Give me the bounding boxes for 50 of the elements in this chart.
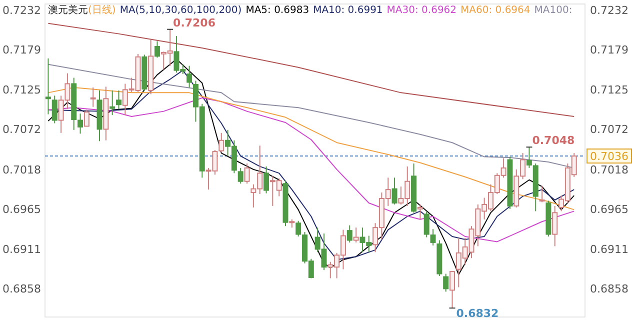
y-tick-label: 0.6965 — [2, 202, 41, 216]
text: MA5: 0.6983 — [246, 5, 310, 16]
y-tick-label: 0.6858 — [2, 282, 41, 296]
candlestick — [90, 86, 96, 108]
annotation: 0.6832 — [456, 307, 499, 320]
y2-tick-label: 0.6911 — [590, 243, 628, 256]
candlestick — [116, 90, 122, 110]
candlestick — [186, 65, 192, 88]
candlestick — [154, 40, 160, 58]
y-tick-label: 0.6911 — [2, 243, 41, 256]
candlestick — [392, 177, 398, 205]
candlestick — [346, 224, 352, 243]
candlestick — [417, 204, 423, 220]
y-tick-label: 0.7018 — [2, 163, 41, 176]
y2-tick-label: 0.7018 — [590, 163, 628, 176]
y-tick-label: 0.7072 — [2, 123, 41, 136]
legend-title: MA(5,10,30,60,100,200) — [120, 5, 242, 16]
candlestick — [238, 167, 244, 184]
line-series — [48, 86, 575, 210]
y2-tick-label: 0.7125 — [590, 84, 628, 97]
candlestick — [552, 205, 558, 247]
text: MA10: 0.6991 — [313, 5, 383, 16]
candlestick — [450, 271, 455, 309]
chart-subtitle: (日线) — [88, 4, 116, 16]
y-tick-label: 0.7179 — [2, 43, 41, 56]
y2-tick-label: 0.7232 — [590, 4, 628, 17]
candlestick — [443, 273, 449, 292]
candlestick — [78, 113, 84, 134]
text: MA30: 0.6962 — [386, 5, 457, 16]
candlestick — [539, 185, 545, 203]
candlestick — [244, 162, 250, 184]
candlestick — [264, 166, 270, 194]
line-series — [48, 97, 575, 242]
text: MA60: 0.6964 — [460, 5, 530, 16]
candlestick — [353, 227, 359, 243]
y2-tick-label: 0.6858 — [590, 282, 628, 296]
y2-tick-label: 0.7072 — [590, 123, 628, 136]
y2-tick-label: 0.7179 — [590, 43, 628, 56]
candlestick — [84, 109, 90, 127]
text: MA100: — [534, 5, 572, 16]
ref-line-label: 0.7036 — [590, 150, 628, 164]
y2-tick-label: 0.6965 — [590, 202, 628, 216]
candlestick — [110, 90, 116, 116]
candlestick — [52, 95, 58, 124]
chart-title: 澳元美元 — [48, 4, 88, 16]
annotation: 0.7206 — [173, 16, 216, 30]
candlestick — [45, 58, 51, 115]
annotation: 0.7048 — [532, 134, 575, 148]
y-tick-label: 0.7232 — [2, 4, 41, 17]
y-tick-label: 0.7125 — [2, 84, 41, 97]
